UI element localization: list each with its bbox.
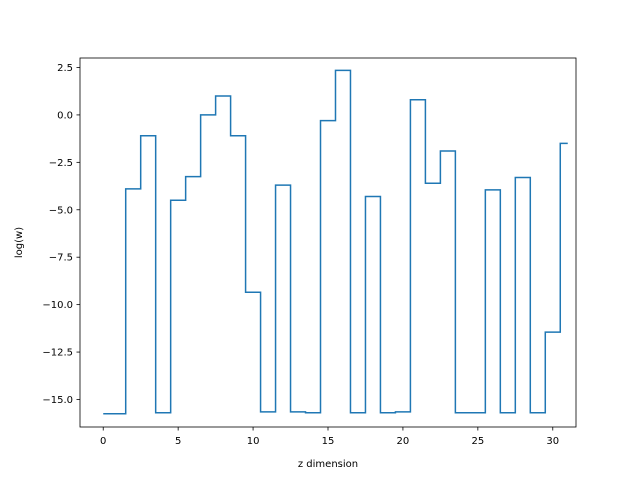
y-tick-label: −2.5: [49, 158, 73, 169]
y-tick-label: −5.0: [49, 205, 73, 216]
y-tick-label: −15.0: [42, 395, 73, 406]
x-tick-label: 10: [247, 436, 260, 447]
x-tick-label: 0: [100, 436, 106, 447]
tick-layer: 0 5 10 15 20 25 30 2.5 0.0 −2.5 −5.0 −7.5 −10.0 −12.5…: [42, 63, 559, 447]
x-tick-label: 25: [471, 436, 484, 447]
y-tick-label: −7.5: [49, 253, 73, 264]
series-line-0: [103, 69, 568, 415]
x-tick-label: 20: [397, 436, 410, 447]
x-tick-label: 30: [546, 436, 559, 447]
x-tick-label: 5: [175, 436, 181, 447]
y-tick-label: 2.5: [57, 63, 73, 74]
series-layer: [103, 69, 568, 415]
y-axis-label: log(w): [14, 227, 25, 258]
x-tick-label: 15: [322, 436, 335, 447]
x-axis-label: z dimension: [298, 459, 358, 470]
y-tick-label: 0.0: [57, 110, 73, 121]
y-tick-label: −10.0: [42, 300, 73, 311]
plot-area: [80, 58, 576, 427]
y-tick-label: −12.5: [42, 348, 73, 359]
